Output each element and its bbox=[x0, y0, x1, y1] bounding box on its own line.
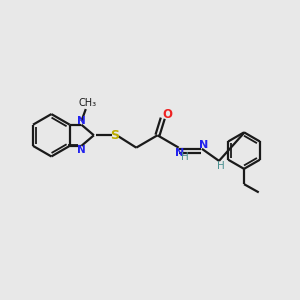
Text: N: N bbox=[199, 140, 208, 150]
Text: N: N bbox=[77, 116, 86, 126]
Text: H: H bbox=[181, 152, 189, 162]
Text: N: N bbox=[175, 148, 184, 158]
Text: H: H bbox=[218, 161, 225, 171]
Text: O: O bbox=[162, 108, 172, 121]
Text: CH₃: CH₃ bbox=[78, 98, 96, 109]
Text: S: S bbox=[111, 129, 120, 142]
Text: N: N bbox=[77, 145, 86, 155]
